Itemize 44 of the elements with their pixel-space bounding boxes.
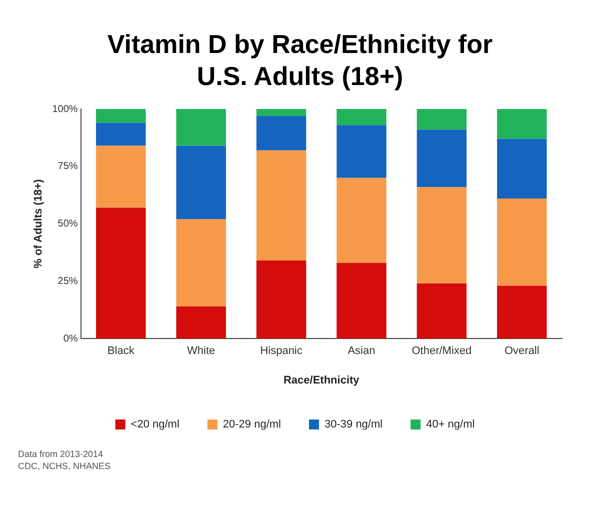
legend-label: 20-29 ng/ml: [222, 418, 282, 431]
legend-label: 40+ ng/ml: [426, 418, 475, 431]
bar: [336, 125, 386, 178]
y-tick-label: 75%: [58, 161, 78, 172]
bar: [416, 109, 467, 130]
bar: [256, 260, 306, 339]
bar: [416, 130, 467, 188]
text: CDC, NCHS, NHANES: [18, 460, 112, 472]
text: Data from 2013-2014: [18, 448, 104, 460]
x-tick-label: Asian: [348, 345, 376, 358]
bar: [176, 146, 226, 220]
chart-title: Vitamin D by Race/Ethnicity for U.S. Adults (18+): [106, 28, 494, 93]
x-tick-label: Hispanic: [260, 345, 303, 358]
legend-label: <20 ng/ml: [130, 418, 180, 431]
bar: [336, 262, 386, 339]
bar: [497, 198, 547, 286]
legend-label: 30-39 ng/ml: [324, 418, 383, 431]
bar: [96, 146, 146, 208]
bar: [256, 150, 306, 261]
bar: [336, 178, 386, 263]
x-tick-label: White: [187, 345, 216, 358]
bar: [497, 109, 547, 139]
y-axis-title: % of Adults (18+): [32, 178, 45, 268]
bar: [256, 116, 306, 150]
bar: [416, 187, 467, 284]
bar: [96, 122, 146, 146]
bar: [497, 138, 547, 199]
bar: [176, 109, 226, 146]
bar: [416, 283, 467, 339]
x-tick-label: Black: [107, 345, 135, 358]
bar: [256, 109, 306, 116]
bar: [96, 109, 146, 123]
y-tick-label: 25%: [58, 276, 78, 287]
bar: [176, 306, 226, 339]
bar: [176, 219, 226, 306]
bar: [336, 109, 386, 126]
x-tick-label: Other/Mixed: [412, 345, 472, 358]
y-tick-label: 100%: [52, 104, 78, 115]
bar: [96, 208, 146, 339]
y-tick-label: 50%: [58, 218, 78, 230]
bar: [497, 286, 547, 339]
x-axis-title: Race/Ethnicity: [283, 374, 360, 386]
x-tick-label: Overall: [504, 345, 540, 358]
y-tick-label: 0%: [63, 333, 78, 344]
